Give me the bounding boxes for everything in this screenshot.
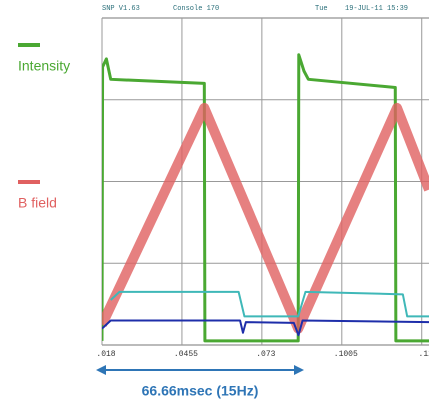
header-text: SNP V1.63 <box>102 5 140 13</box>
series-line <box>111 292 429 317</box>
legend-label: Intensity <box>18 58 70 74</box>
chart: SNP V1.63 Console 170 Tue 19-JUL-11 15:3… <box>0 0 429 401</box>
plot-area <box>102 55 429 341</box>
legend: Intensity B field <box>18 45 70 211</box>
arrow-head <box>294 365 304 375</box>
page: SNP V1.63 Console 170 Tue 19-JUL-11 15:3… <box>0 0 429 401</box>
x-tick-label: .0455 <box>174 350 198 359</box>
series-line <box>102 108 429 329</box>
x-tick-label: .073 <box>256 350 275 359</box>
series-line <box>102 320 429 335</box>
x-tick-label: .1005 <box>334 350 358 359</box>
legend-label: B field <box>18 195 57 211</box>
x-tick-label: .018 <box>96 350 115 359</box>
header-text: Console 170 <box>173 5 219 13</box>
header-text: 19-JUL-11 15:39 <box>345 5 408 13</box>
x-tick-label: .12 <box>419 350 429 359</box>
arrow-head <box>96 365 106 375</box>
series-line <box>102 55 429 341</box>
header-text: Tue <box>315 5 328 13</box>
period-label: 66.66msec (15Hz) <box>142 383 259 399</box>
grid <box>102 18 429 345</box>
